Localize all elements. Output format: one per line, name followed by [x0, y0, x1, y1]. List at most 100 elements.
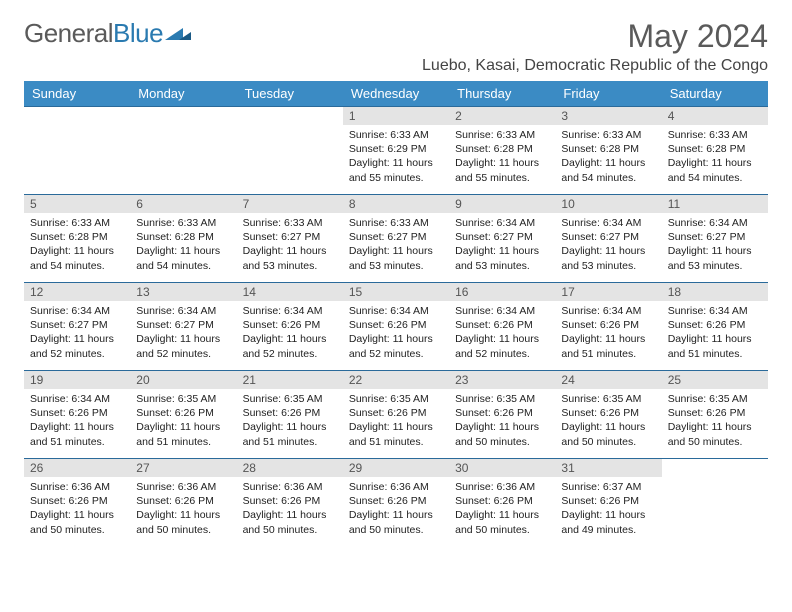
day-body: Sunrise: 6:36 AMSunset: 6:26 PMDaylight:… — [449, 477, 555, 541]
day-body: Sunrise: 6:35 AMSunset: 6:26 PMDaylight:… — [343, 389, 449, 453]
weekday-header: Saturday — [662, 81, 768, 107]
weekday-header: Monday — [130, 81, 236, 107]
day-body: Sunrise: 6:34 AMSunset: 6:27 PMDaylight:… — [555, 213, 661, 277]
sunrise-line: Sunrise: 6:33 AM — [30, 216, 124, 230]
calendar-cell: 6Sunrise: 6:33 AMSunset: 6:28 PMDaylight… — [130, 195, 236, 283]
sunset-line: Sunset: 6:29 PM — [349, 142, 443, 156]
daylight-line: Daylight: 11 hours and 50 minutes. — [349, 508, 443, 536]
sunrise-line: Sunrise: 6:35 AM — [243, 392, 337, 406]
calendar-cell: 26Sunrise: 6:36 AMSunset: 6:26 PMDayligh… — [24, 459, 130, 547]
calendar-cell: 22Sunrise: 6:35 AMSunset: 6:26 PMDayligh… — [343, 371, 449, 459]
daylight-line: Daylight: 11 hours and 54 minutes. — [668, 156, 762, 184]
sunset-line: Sunset: 6:27 PM — [243, 230, 337, 244]
daylight-line: Daylight: 11 hours and 52 minutes. — [30, 332, 124, 360]
sunrise-line: Sunrise: 6:35 AM — [561, 392, 655, 406]
calendar-row: 19Sunrise: 6:34 AMSunset: 6:26 PMDayligh… — [24, 371, 768, 459]
sunset-line: Sunset: 6:27 PM — [668, 230, 762, 244]
day-number: 23 — [449, 371, 555, 389]
sunset-line: Sunset: 6:28 PM — [136, 230, 230, 244]
sunrise-line: Sunrise: 6:33 AM — [136, 216, 230, 230]
calendar-cell: 29Sunrise: 6:36 AMSunset: 6:26 PMDayligh… — [343, 459, 449, 547]
calendar-cell: 9Sunrise: 6:34 AMSunset: 6:27 PMDaylight… — [449, 195, 555, 283]
sunrise-line: Sunrise: 6:36 AM — [455, 480, 549, 494]
daylight-line: Daylight: 11 hours and 50 minutes. — [455, 420, 549, 448]
sunrise-line: Sunrise: 6:34 AM — [561, 216, 655, 230]
daylight-line: Daylight: 11 hours and 51 minutes. — [561, 332, 655, 360]
day-number: 19 — [24, 371, 130, 389]
sunset-line: Sunset: 6:26 PM — [455, 494, 549, 508]
sunrise-line: Sunrise: 6:36 AM — [349, 480, 443, 494]
day-number: 25 — [662, 371, 768, 389]
calendar-head: SundayMondayTuesdayWednesdayThursdayFrid… — [24, 81, 768, 107]
sunset-line: Sunset: 6:26 PM — [243, 494, 337, 508]
calendar-cell: 14Sunrise: 6:34 AMSunset: 6:26 PMDayligh… — [237, 283, 343, 371]
location-text: Luebo, Kasai, Democratic Republic of the… — [422, 57, 768, 75]
sunset-line: Sunset: 6:26 PM — [561, 494, 655, 508]
day-body: Sunrise: 6:33 AMSunset: 6:28 PMDaylight:… — [449, 125, 555, 189]
sunrise-line: Sunrise: 6:33 AM — [668, 128, 762, 142]
day-number: 24 — [555, 371, 661, 389]
calendar-cell: 3Sunrise: 6:33 AMSunset: 6:28 PMDaylight… — [555, 107, 661, 195]
day-body: Sunrise: 6:34 AMSunset: 6:26 PMDaylight:… — [343, 301, 449, 365]
sunset-line: Sunset: 6:26 PM — [243, 406, 337, 420]
day-number: 11 — [662, 195, 768, 213]
day-body: Sunrise: 6:34 AMSunset: 6:27 PMDaylight:… — [130, 301, 236, 365]
sunset-line: Sunset: 6:28 PM — [668, 142, 762, 156]
sunset-line: Sunset: 6:26 PM — [668, 406, 762, 420]
calendar-body: 1Sunrise: 6:33 AMSunset: 6:29 PMDaylight… — [24, 107, 768, 547]
sunrise-line: Sunrise: 6:37 AM — [561, 480, 655, 494]
header: GeneralBlue May 2024 Luebo, Kasai, Democ… — [24, 18, 768, 75]
day-body: Sunrise: 6:35 AMSunset: 6:26 PMDaylight:… — [662, 389, 768, 453]
day-number: 22 — [343, 371, 449, 389]
sunrise-line: Sunrise: 6:35 AM — [668, 392, 762, 406]
day-number: 29 — [343, 459, 449, 477]
calendar-cell: 27Sunrise: 6:36 AMSunset: 6:26 PMDayligh… — [130, 459, 236, 547]
daylight-line: Daylight: 11 hours and 52 minutes. — [136, 332, 230, 360]
day-body: Sunrise: 6:33 AMSunset: 6:28 PMDaylight:… — [555, 125, 661, 189]
sunrise-line: Sunrise: 6:34 AM — [243, 304, 337, 318]
daylight-line: Daylight: 11 hours and 53 minutes. — [455, 244, 549, 272]
sunrise-line: Sunrise: 6:33 AM — [455, 128, 549, 142]
daylight-line: Daylight: 11 hours and 51 minutes. — [136, 420, 230, 448]
calendar-row: 5Sunrise: 6:33 AMSunset: 6:28 PMDaylight… — [24, 195, 768, 283]
sunset-line: Sunset: 6:26 PM — [349, 406, 443, 420]
day-body: Sunrise: 6:33 AMSunset: 6:27 PMDaylight:… — [343, 213, 449, 277]
daylight-line: Daylight: 11 hours and 52 minutes. — [349, 332, 443, 360]
weekday-header: Wednesday — [343, 81, 449, 107]
sunset-line: Sunset: 6:26 PM — [30, 494, 124, 508]
daylight-line: Daylight: 11 hours and 50 minutes. — [136, 508, 230, 536]
calendar-cell: 16Sunrise: 6:34 AMSunset: 6:26 PMDayligh… — [449, 283, 555, 371]
daylight-line: Daylight: 11 hours and 53 minutes. — [561, 244, 655, 272]
day-body: Sunrise: 6:35 AMSunset: 6:26 PMDaylight:… — [237, 389, 343, 453]
day-body: Sunrise: 6:36 AMSunset: 6:26 PMDaylight:… — [237, 477, 343, 541]
sunrise-line: Sunrise: 6:34 AM — [561, 304, 655, 318]
day-number: 6 — [130, 195, 236, 213]
day-number: 8 — [343, 195, 449, 213]
calendar-cell: 15Sunrise: 6:34 AMSunset: 6:26 PMDayligh… — [343, 283, 449, 371]
calendar-cell: 1Sunrise: 6:33 AMSunset: 6:29 PMDaylight… — [343, 107, 449, 195]
day-number: 12 — [24, 283, 130, 301]
sunrise-line: Sunrise: 6:36 AM — [136, 480, 230, 494]
sunrise-line: Sunrise: 6:34 AM — [668, 216, 762, 230]
daylight-line: Daylight: 11 hours and 55 minutes. — [349, 156, 443, 184]
day-body: Sunrise: 6:36 AMSunset: 6:26 PMDaylight:… — [24, 477, 130, 541]
day-body: Sunrise: 6:34 AMSunset: 6:26 PMDaylight:… — [449, 301, 555, 365]
daylight-line: Daylight: 11 hours and 52 minutes. — [243, 332, 337, 360]
day-body: Sunrise: 6:35 AMSunset: 6:26 PMDaylight:… — [130, 389, 236, 453]
calendar-table: SundayMondayTuesdayWednesdayThursdayFrid… — [24, 81, 768, 547]
calendar-cell: 7Sunrise: 6:33 AMSunset: 6:27 PMDaylight… — [237, 195, 343, 283]
daylight-line: Daylight: 11 hours and 55 minutes. — [455, 156, 549, 184]
calendar-cell: 21Sunrise: 6:35 AMSunset: 6:26 PMDayligh… — [237, 371, 343, 459]
daylight-line: Daylight: 11 hours and 53 minutes. — [349, 244, 443, 272]
sunrise-line: Sunrise: 6:34 AM — [349, 304, 443, 318]
sunset-line: Sunset: 6:27 PM — [136, 318, 230, 332]
weekday-header: Tuesday — [237, 81, 343, 107]
day-body: Sunrise: 6:34 AMSunset: 6:27 PMDaylight:… — [24, 301, 130, 365]
day-number: 4 — [662, 107, 768, 125]
sunrise-line: Sunrise: 6:33 AM — [349, 128, 443, 142]
day-body: Sunrise: 6:34 AMSunset: 6:27 PMDaylight:… — [662, 213, 768, 277]
brand-logo: GeneralBlue — [24, 18, 191, 49]
daylight-line: Daylight: 11 hours and 53 minutes. — [243, 244, 337, 272]
day-number: 16 — [449, 283, 555, 301]
day-number: 28 — [237, 459, 343, 477]
